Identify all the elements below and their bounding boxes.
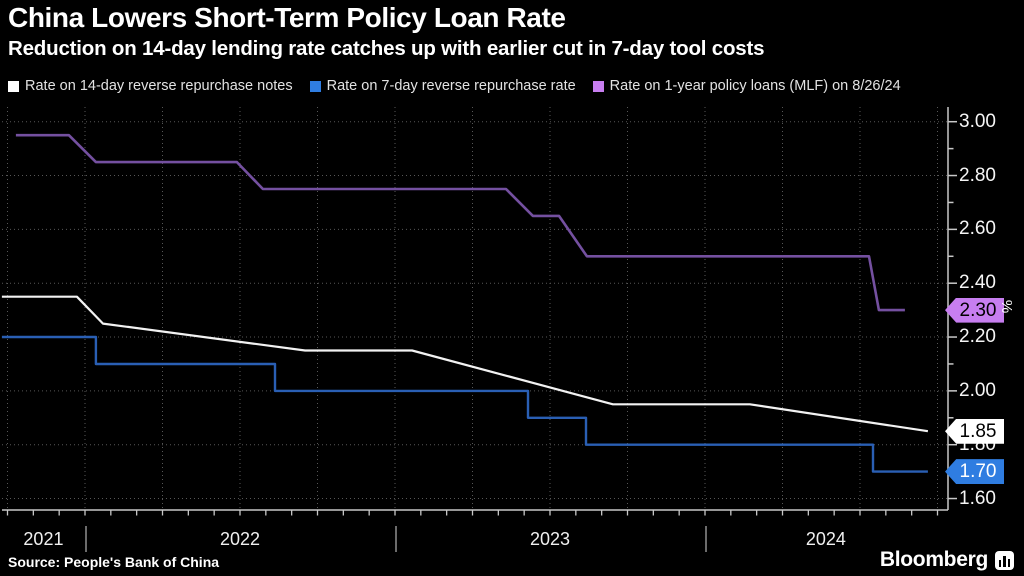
legend-label: Rate on 7-day reverse repurchase rate bbox=[326, 78, 576, 94]
legend: Rate on 14-day reverse repurchase notes R… bbox=[8, 78, 901, 94]
bloomberg-logo: Bloomberg bbox=[880, 548, 1014, 572]
legend-label: Rate on 1-year policy loans (MLF) on 8/2… bbox=[609, 78, 901, 94]
y-tick-label: 2.60 bbox=[959, 218, 996, 240]
y-axis-unit-label: % bbox=[998, 299, 1016, 314]
bloomberg-terminal-icon bbox=[995, 550, 1014, 570]
legend-label: Rate on 14-day reverse repurchase notes bbox=[25, 78, 293, 94]
x-year-label: 2024 bbox=[805, 529, 846, 549]
y-tick-label: 2.40 bbox=[959, 272, 996, 294]
y-tick-label: 2.00 bbox=[959, 379, 996, 401]
series-line-1 bbox=[1, 335, 928, 473]
source-line: Source: People's Bank of China bbox=[8, 554, 220, 570]
legend-item-2: Rate on 1-year policy loans (MLF) on 8/2… bbox=[592, 78, 901, 94]
chart-title: China Lowers Short-Term Policy Loan Rate bbox=[8, 2, 566, 33]
y-tick-label: 1.60 bbox=[959, 487, 996, 509]
x-year-label: 2021 bbox=[23, 529, 64, 549]
series-line-2 bbox=[15, 133, 905, 312]
last-value-badge: 2.30 bbox=[945, 297, 1004, 323]
legend-swatch-icon bbox=[309, 80, 321, 92]
legend-swatch-icon bbox=[592, 80, 604, 92]
x-year-label: 2022 bbox=[219, 529, 261, 549]
legend-item-1: Rate on 7-day reverse repurchase rate bbox=[309, 78, 576, 94]
y-tick-label: 2.80 bbox=[959, 164, 996, 186]
y-tick-label: 3.00 bbox=[959, 110, 996, 132]
bloomberg-wordmark: Bloomberg bbox=[879, 548, 988, 571]
chart-subtitle: Reduction on 14-day lending rate catches… bbox=[8, 37, 765, 60]
y-tick-label: 2.20 bbox=[959, 326, 996, 348]
series-line-0 bbox=[1, 295, 929, 433]
last-value-badge: 1.85 bbox=[945, 418, 1004, 444]
x-year-label: 2023 bbox=[529, 529, 571, 549]
legend-swatch-icon bbox=[8, 80, 19, 92]
last-value-badge: 1.70 bbox=[945, 459, 1004, 485]
legend-item-0: Rate on 14-day reverse repurchase notes bbox=[8, 78, 293, 94]
